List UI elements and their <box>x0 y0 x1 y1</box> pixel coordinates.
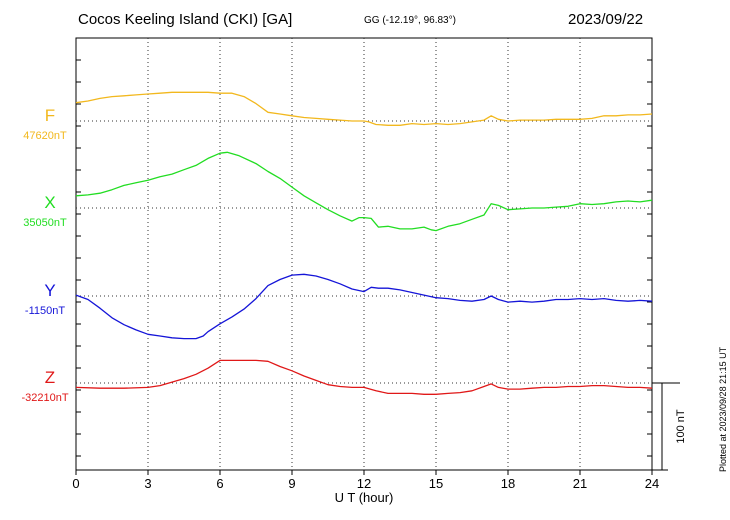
series-x-baseline: 35050nT <box>23 217 67 229</box>
series-z-baseline: -32210nT <box>21 392 68 404</box>
geo-coordinates: GG (-12.19°, 96.83°) <box>364 15 456 26</box>
x-tick-label: 6 <box>216 476 223 491</box>
plot-date: 2023/09/22 <box>568 11 644 28</box>
series-z-name: Z <box>45 368 55 387</box>
series-f-name: F <box>45 106 55 125</box>
x-tick-label: 3 <box>144 476 151 491</box>
scale-bar-label: 100 nT <box>675 409 687 444</box>
series-y-baseline: -1150nT <box>25 305 65 317</box>
series-z-line <box>75 359 653 395</box>
x-tick-label: 21 <box>573 476 587 491</box>
series-f-line <box>75 91 653 126</box>
x-axis-label: U T (hour) <box>335 490 394 505</box>
series-y-name: Y <box>44 281 55 300</box>
x-tick-label: 12 <box>357 476 371 491</box>
x-tick-label: 15 <box>429 476 443 491</box>
station-title: Cocos Keeling Island (CKI) [GA] <box>78 11 293 28</box>
x-tick-label: 18 <box>501 476 515 491</box>
series-f-baseline: 47620nT <box>23 130 67 142</box>
x-tick-label: 24 <box>645 476 659 491</box>
series-x-line <box>75 151 653 232</box>
series-y-line <box>75 273 653 340</box>
plotted-timestamp: Plotted at 2023/09/28 21:15 UT <box>718 346 728 472</box>
x-tick-label: 9 <box>288 476 295 491</box>
series-x-name: X <box>44 193 55 212</box>
x-tick-label: 0 <box>72 476 79 491</box>
